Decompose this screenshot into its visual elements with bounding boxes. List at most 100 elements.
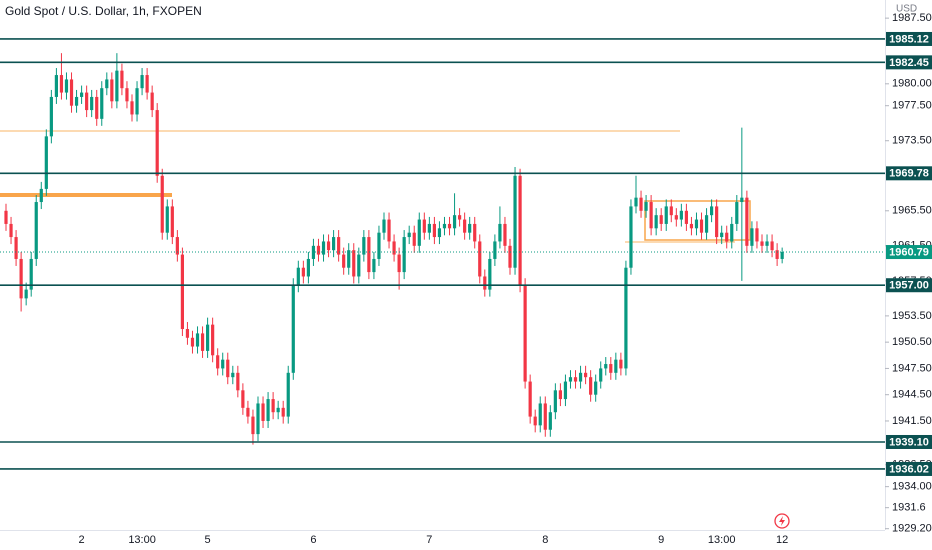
y-tick-label: 1947.50 [892, 362, 932, 374]
candle-body [442, 223, 447, 229]
price-axis: 1987.501980.001977.501973.501965.501961.… [885, 12, 932, 535]
candle-body [427, 223, 431, 233]
candle-body [211, 324, 215, 356]
alert-icon[interactable] [774, 513, 790, 529]
x-tick-label: 13:00 [708, 534, 736, 546]
candle-body [200, 333, 205, 351]
level-label: 1939.10 [889, 436, 929, 448]
candle-body [165, 206, 169, 233]
candle-body [478, 241, 482, 277]
candle-body [170, 206, 174, 238]
candle-body [332, 237, 336, 251]
y-tick-label: 1941.50 [892, 415, 932, 427]
candle-body [553, 390, 557, 413]
candle-body [568, 377, 573, 382]
candle-body [483, 276, 487, 290]
x-tick-label: 12 [776, 534, 788, 546]
candle-body [578, 372, 583, 382]
candle-body [195, 333, 200, 347]
candle-body [372, 258, 376, 273]
level-label-bg [886, 434, 932, 449]
candle-body [59, 75, 64, 93]
candle-body [326, 241, 331, 251]
candle-body [180, 254, 184, 330]
candle-body [689, 223, 694, 229]
candle-body [498, 223, 502, 242]
candle-body [175, 237, 179, 255]
candle-body [402, 237, 406, 273]
candle-body [397, 254, 401, 273]
candle-body [44, 136, 48, 189]
candle-body [715, 206, 719, 238]
candle-body [533, 416, 537, 426]
candle-body [19, 258, 23, 299]
candle-body [160, 175, 164, 233]
candle-body [710, 206, 714, 216]
candle-body [281, 407, 285, 417]
x-tick-label: 8 [542, 534, 548, 546]
candle-body [321, 241, 326, 255]
level-label: 1985.12 [889, 33, 929, 45]
candle-body [4, 210, 8, 224]
candle-body [74, 96, 79, 106]
candle-body [503, 223, 507, 246]
candle-body [624, 267, 628, 369]
candle-body [216, 355, 220, 369]
candle-body [417, 219, 421, 246]
candle-body [750, 228, 754, 246]
candle-body [125, 88, 129, 102]
candle-body [286, 372, 290, 417]
candle-body [704, 215, 709, 233]
candle-body [296, 267, 300, 286]
candle-body [412, 232, 416, 246]
candle-body [362, 237, 366, 255]
candle-body [684, 210, 688, 224]
y-tick-label: 1953.50 [892, 310, 932, 322]
candle-body [589, 377, 593, 395]
candle-body [770, 241, 774, 251]
candle-body [538, 403, 542, 426]
candle-body [513, 175, 517, 268]
candle-body [316, 245, 321, 255]
x-tick-label: 2 [79, 534, 85, 546]
candle-body [594, 381, 598, 395]
candle-body [69, 79, 74, 106]
candle-body [760, 241, 764, 246]
candle-body [609, 364, 613, 373]
y-tick-label: 1980.00 [892, 78, 932, 90]
candle-body [206, 324, 210, 351]
y-tick-label: 1977.50 [892, 100, 932, 112]
candle-body [90, 96, 94, 111]
candle-body [34, 202, 38, 259]
candle-body [135, 88, 139, 115]
candle-body [679, 210, 683, 220]
x-tick-label: 6 [310, 534, 316, 546]
candle-body [654, 215, 658, 229]
candle-body [573, 377, 578, 382]
candle-body [24, 289, 28, 299]
candle-body [407, 232, 411, 238]
candle-body [105, 79, 109, 89]
candle-body [377, 232, 381, 259]
candle-body [185, 329, 190, 338]
candle-body [352, 250, 356, 277]
candle-body [745, 197, 749, 246]
candle-body [276, 407, 280, 413]
candle-body [271, 399, 275, 413]
candle-body [528, 381, 532, 417]
candle-body [342, 254, 346, 268]
last-price-bg [886, 245, 932, 260]
candle-body [473, 223, 477, 242]
level-label: 1982.45 [889, 57, 929, 69]
candle-body [39, 188, 43, 203]
candle-body [256, 403, 260, 435]
candle-body [619, 359, 623, 369]
x-tick-label: 7 [426, 534, 432, 546]
candle-body [629, 206, 633, 268]
candle-body [730, 223, 734, 242]
x-tick-label: 13:00 [128, 534, 156, 546]
candle-body [49, 96, 53, 137]
candle-body [337, 237, 341, 255]
